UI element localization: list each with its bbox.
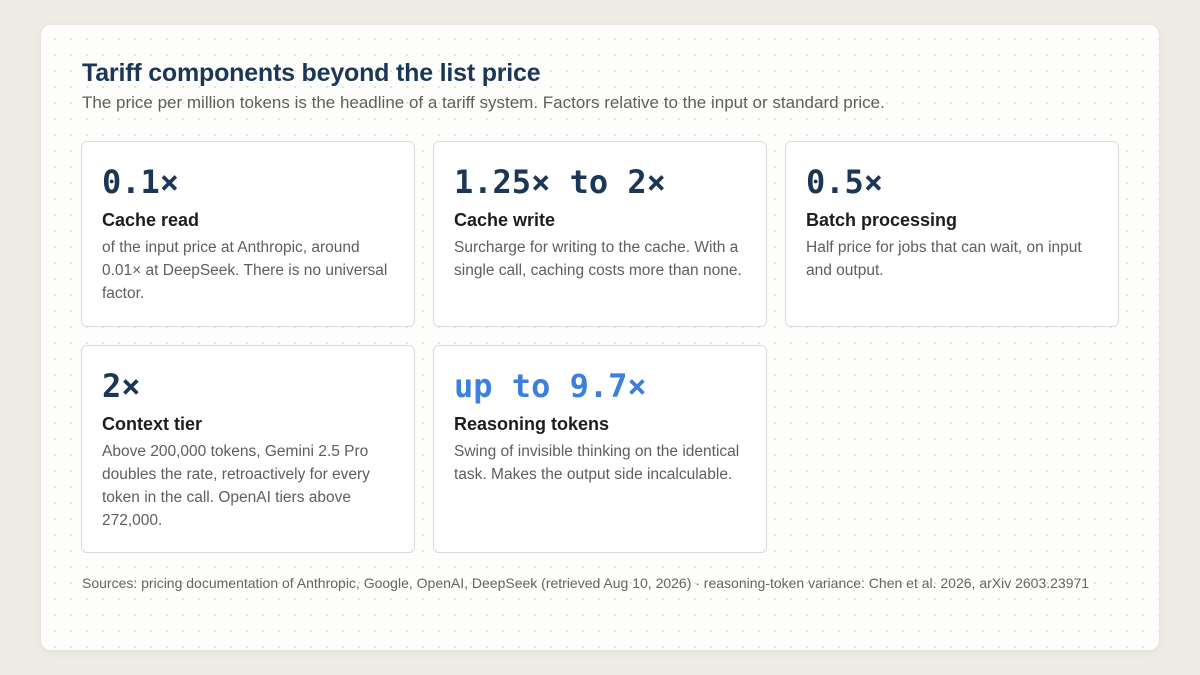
tile-cache-write: 1.25× to 2× Cache write Surcharge for wr…	[433, 141, 767, 327]
tile-figure: 2×	[102, 367, 141, 405]
tile-figure: 1.25× to 2×	[454, 163, 666, 201]
tile-figure: 0.1×	[102, 163, 180, 201]
tile-reasoning-tokens: up to 9.7× Reasoning tokens Swing of inv…	[433, 345, 767, 553]
tile-label: Cache write	[454, 210, 556, 230]
tile-batch-processing: 0.5× Batch processing Half price for job…	[785, 141, 1119, 327]
sources-note: Sources: pricing documentation of Anthro…	[82, 575, 1090, 591]
page-title: Tariff components beyond the list price	[82, 59, 541, 87]
tile-description: Half price for jobs that can wait, on in…	[806, 239, 1082, 279]
tile-label: Context tier	[102, 414, 203, 434]
tile-label: Cache read	[102, 210, 200, 230]
tile-label: Batch processing	[806, 210, 958, 230]
page-subtitle: The price per million tokens is the head…	[82, 93, 885, 112]
tile-description: Swing of invisible thinking on the ident…	[454, 443, 740, 483]
tile-description: of the input price at Anthropic, around …	[102, 239, 388, 302]
tile-description: Above 200,000 tokens, Gemini 2.5 Pro dou…	[102, 443, 370, 529]
infographic-card: Tariff components beyond the list price …	[41, 25, 1159, 650]
tile-description: Surcharge for writing to the cache. With…	[454, 239, 742, 279]
tile-label: Reasoning tokens	[454, 414, 610, 434]
tile-figure: up to 9.7×	[454, 367, 647, 405]
tile-cache-read: 0.1× Cache read of the input price at An…	[81, 141, 415, 327]
tile-figure: 0.5×	[806, 163, 884, 201]
tile-context-tier: 2× Context tier Above 200,000 tokens, Ge…	[81, 345, 415, 553]
